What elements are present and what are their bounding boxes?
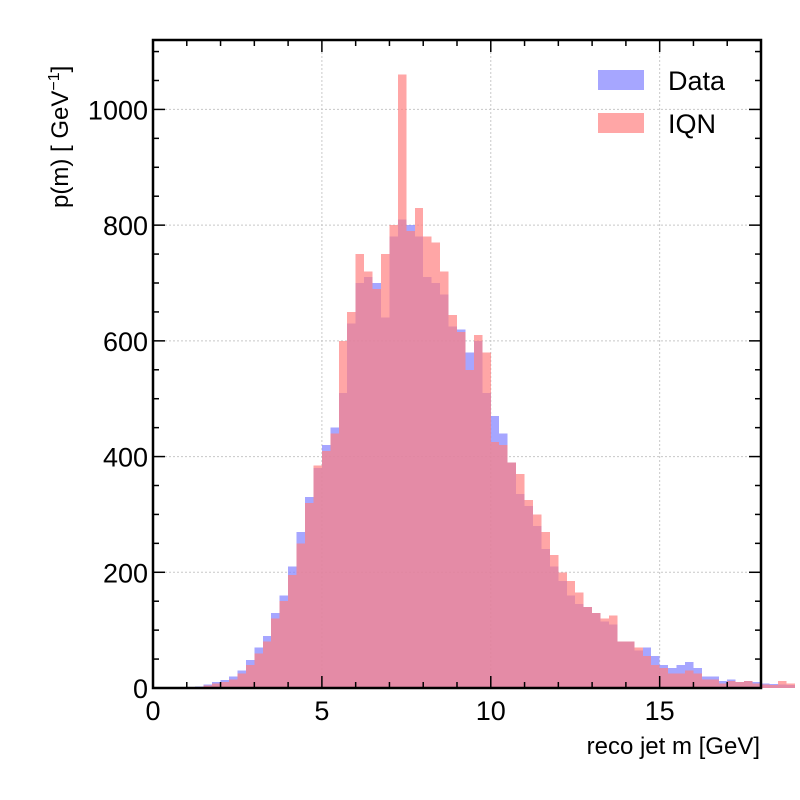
iqn-bar: [609, 615, 618, 688]
iqn-bar: [364, 271, 373, 688]
y-axis-label: p(m) [ GeV−1]: [46, 66, 74, 208]
iqn-bar: [397, 74, 407, 688]
x-tick-label: 15: [645, 696, 675, 726]
iqn-bar: [271, 618, 280, 688]
y-tick-label: 1000: [88, 95, 148, 125]
iqn-bar: [541, 531, 550, 688]
x-axis-label: reco jet m [GeV]: [587, 733, 760, 760]
iqn-bar: [482, 352, 491, 688]
iqn-bar: [448, 314, 457, 688]
legend-label-iqn: IQN: [668, 109, 716, 139]
iqn-bar: [642, 656, 652, 688]
iqn-bar: [220, 682, 229, 688]
iqn-bar: [583, 607, 593, 688]
iqn-bar: [229, 679, 238, 688]
iqn-bar: [288, 575, 297, 688]
y-tick-label: 400: [103, 443, 148, 473]
iqn-bar: [516, 473, 525, 688]
iqn-bar: [752, 683, 761, 688]
y-axis-label-exponent: −1: [46, 72, 63, 90]
iqn-bar: [735, 682, 745, 688]
legend-swatch-iqn: [598, 113, 644, 133]
iqn-bar: [685, 670, 694, 688]
iqn-bar: [490, 442, 500, 688]
iqn-bar: [600, 618, 609, 688]
iqn-histogram: [195, 74, 795, 689]
iqn-bar: [414, 207, 424, 689]
iqn-bar: [440, 271, 449, 688]
iqn-bar: [313, 465, 322, 688]
iqn-bar: [305, 502, 314, 688]
iqn-bar: [558, 572, 567, 688]
iqn-bar: [533, 514, 542, 688]
y-axis-label-main: p(m) [ GeV: [47, 91, 74, 208]
iqn-bar: [592, 612, 601, 688]
iqn-bar: [634, 647, 643, 688]
iqn-bar: [676, 673, 685, 688]
iqn-bar: [575, 592, 584, 688]
iqn-bar: [566, 580, 576, 688]
y-tick-label: 600: [103, 327, 148, 357]
iqn-bar: [212, 683, 221, 688]
iqn-bar: [431, 242, 441, 688]
iqn-bar: [659, 667, 669, 688]
y-tick-labels: 0 200 400 600 800 1000: [88, 95, 148, 704]
iqn-bar: [262, 641, 272, 688]
iqn-bar: [710, 679, 719, 688]
iqn-bar: [718, 683, 728, 688]
y-tick-label: 200: [103, 558, 148, 588]
iqn-bar: [330, 433, 339, 688]
iqn-bar: [245, 664, 255, 688]
iqn-bar: [347, 311, 356, 688]
iqn-bar: [507, 462, 517, 688]
iqn-bar: [549, 554, 559, 688]
x-tick-label: 5: [314, 696, 329, 726]
iqn-bar: [769, 685, 778, 688]
y-axis-label-close: ]: [47, 66, 74, 73]
x-tick-labels: 0 5 10 15: [145, 696, 674, 726]
legend-swatch-data: [598, 70, 644, 90]
iqn-bar: [381, 254, 390, 689]
iqn-bar: [372, 288, 381, 688]
iqn-bar: [786, 683, 795, 688]
x-tick-label: 0: [145, 696, 160, 726]
iqn-bar: [473, 335, 483, 688]
iqn-bar: [321, 450, 331, 688]
iqn-bar: [693, 673, 702, 688]
iqn-bar: [465, 369, 474, 688]
legend: Data IQN: [598, 66, 726, 139]
iqn-bar: [761, 684, 770, 688]
y-tick-label: 800: [103, 211, 148, 241]
legend-label-data: Data: [668, 66, 726, 96]
iqn-bar: [727, 681, 736, 688]
iqn-bar: [355, 254, 365, 689]
y-tick-label: 0: [133, 674, 148, 704]
iqn-bar: [279, 601, 289, 688]
iqn-bar: [668, 673, 677, 688]
iqn-bar: [744, 681, 753, 688]
iqn-bar: [423, 236, 432, 688]
iqn-bar: [338, 340, 348, 688]
iqn-bar: [617, 641, 626, 688]
iqn-bar: [254, 653, 263, 688]
iqn-bar: [625, 641, 635, 688]
iqn-bar: [389, 225, 398, 688]
iqn-bar: [237, 673, 246, 688]
iqn-bar: [777, 681, 787, 688]
x-tick-label: 10: [476, 696, 506, 726]
iqn-bar: [406, 230, 415, 688]
iqn-bar: [499, 445, 508, 688]
iqn-bar: [524, 499, 533, 688]
iqn-bar: [701, 679, 711, 688]
iqn-bar: [296, 543, 305, 688]
iqn-bar: [457, 332, 466, 688]
axis-ticks: [152, 40, 762, 689]
iqn-bar: [651, 664, 660, 688]
